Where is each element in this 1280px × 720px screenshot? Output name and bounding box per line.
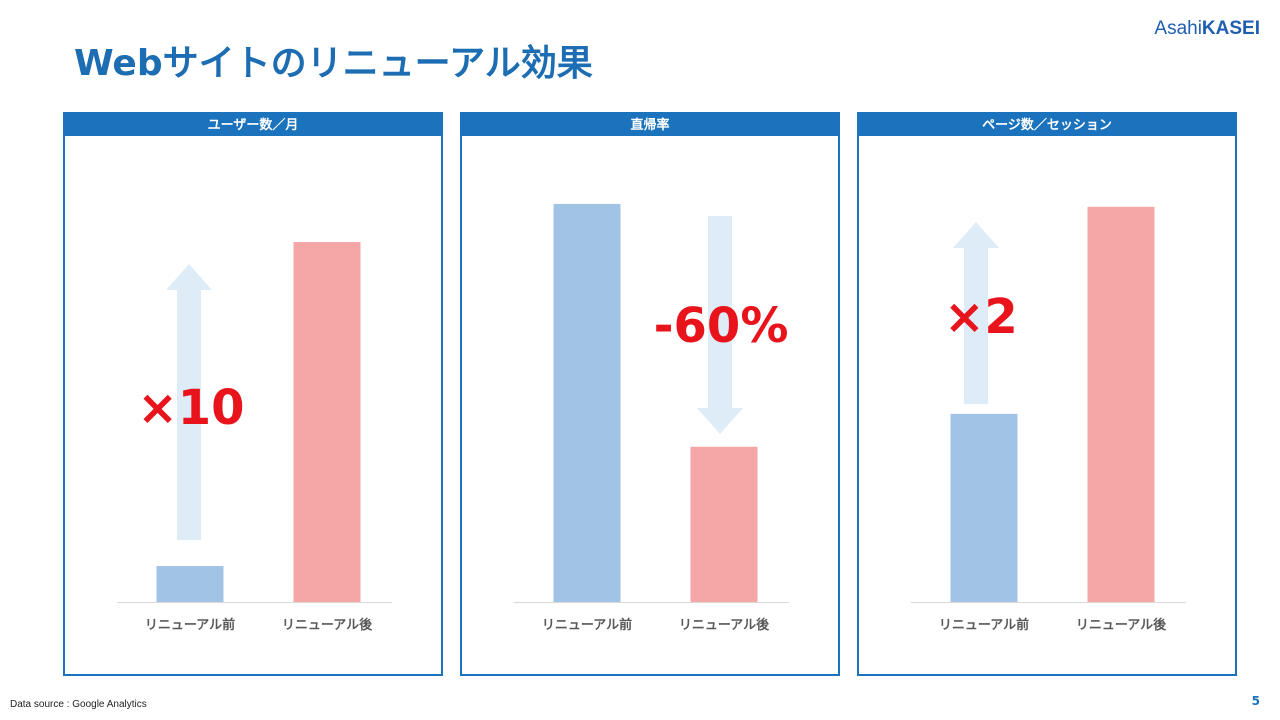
page-number: 5 — [1251, 694, 1260, 708]
chart-bounce-rate: リニューアル前 リニューアル後 -60% — [514, 203, 789, 633]
chart-panel-bounce-rate: 直帰率 リニューアル前 リニューアル後 -60% — [460, 112, 840, 676]
trend-arrow-up — [166, 264, 212, 540]
slide-title: Webサイトのリニューアル効果 — [74, 43, 593, 84]
bar-after — [1087, 206, 1155, 602]
chart-pages-per-session: リニューアル前 リニューアル後 ×2 — [911, 206, 1186, 633]
x-tick-label: リニューアル前 — [145, 617, 235, 633]
bar-after — [690, 446, 758, 602]
bar-after — [293, 242, 361, 602]
logo-suffix: KASEI — [1201, 18, 1260, 39]
x-tick-label: リニューアル後 — [282, 617, 373, 633]
asahi-kasei-logo: AsahiKASEI — [1154, 18, 1260, 40]
chart-title: 直帰率 — [462, 114, 838, 136]
chart-panel-users: ユーザー数／月 リニューアル前 リニューアル後 ×10 — [63, 112, 443, 676]
chart-panel-pages-per-session: ページ数／セッション リニューアル前 リニューアル後 ×2 — [857, 112, 1237, 676]
x-tick-label: リニューアル後 — [679, 617, 770, 633]
chart-users: リニューアル前 リニューアル後 ×10 — [117, 242, 392, 633]
bar-before — [553, 203, 621, 602]
change-annotation: ×2 — [944, 289, 1018, 345]
bar-before — [156, 566, 224, 602]
change-annotation: ×10 — [137, 380, 244, 436]
x-tick-label: リニューアル前 — [939, 617, 1029, 633]
chart-title: ページ数／セッション — [859, 114, 1235, 136]
data-source: Data source : Google Analytics — [10, 699, 147, 710]
x-tick-label: リニューアル後 — [1076, 617, 1167, 633]
change-annotation: -60% — [654, 298, 789, 354]
trend-arrow-up — [953, 222, 999, 404]
x-tick-label: リニューアル前 — [542, 617, 632, 633]
bar-before — [950, 413, 1018, 602]
logo-prefix: Asahi — [1154, 18, 1202, 39]
chart-title: ユーザー数／月 — [65, 114, 441, 136]
trend-arrow-down — [697, 216, 743, 434]
